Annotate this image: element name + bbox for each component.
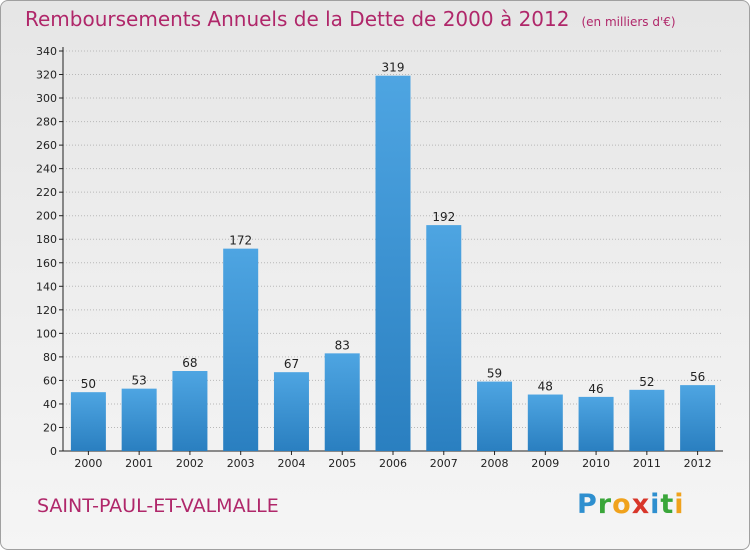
- logo-letter: t: [660, 489, 675, 520]
- y-tick-label: 180: [36, 233, 57, 246]
- y-tick-label: 340: [36, 45, 57, 58]
- bar: [426, 225, 462, 451]
- bar: [324, 353, 360, 451]
- logo-letter: P: [577, 489, 598, 520]
- bar: [629, 389, 665, 451]
- x-tick-label: 2003: [227, 457, 255, 470]
- bar-value-label: 67: [284, 357, 299, 371]
- bar-value-label: 52: [639, 375, 654, 389]
- logo-letter: i: [674, 489, 685, 520]
- y-tick-label: 80: [43, 351, 57, 364]
- bar: [375, 75, 411, 452]
- y-tick-label: 100: [36, 327, 57, 340]
- x-tick-label: 2007: [430, 457, 458, 470]
- bar: [121, 388, 157, 451]
- bar-value-label: 68: [182, 356, 197, 370]
- commune-name: SAINT-PAUL-ET-VALMALLE: [37, 495, 279, 517]
- y-tick-label: 300: [36, 92, 57, 105]
- chart-unit: (en milliers d'€): [581, 15, 676, 29]
- y-tick-label: 200: [36, 210, 57, 223]
- bar: [527, 394, 563, 451]
- x-tick-label: 2005: [328, 457, 356, 470]
- y-tick-label: 120: [36, 304, 57, 317]
- logo-letter: r: [597, 489, 613, 520]
- logo-letter: o: [612, 489, 632, 520]
- bar-value-label: 192: [432, 210, 455, 224]
- x-tick-label: 2009: [531, 457, 559, 470]
- logo-letter: i: [650, 489, 661, 520]
- y-tick-label: 40: [43, 398, 57, 411]
- bar: [172, 371, 208, 451]
- proxiti-logo: Proxiti: [577, 489, 685, 520]
- bar-value-label: 56: [690, 370, 705, 384]
- y-tick-label: 260: [36, 139, 57, 152]
- x-tick-label: 2010: [582, 457, 610, 470]
- bar: [578, 396, 614, 451]
- bar-value-label: 83: [335, 338, 350, 352]
- bar-value-label: 50: [81, 377, 96, 391]
- x-tick-label: 2011: [633, 457, 661, 470]
- bar-value-label: 53: [132, 374, 147, 388]
- x-tick-label: 2006: [379, 457, 407, 470]
- bar-value-label: 48: [538, 380, 553, 394]
- y-tick-label: 0: [50, 445, 57, 458]
- y-tick-label: 320: [36, 69, 57, 82]
- y-tick-label: 140: [36, 280, 57, 293]
- y-tick-label: 20: [43, 421, 57, 434]
- bar: [70, 392, 106, 451]
- y-tick-label: 220: [36, 186, 57, 199]
- chart-title: Remboursements Annuels de la Dette de 20…: [25, 7, 676, 31]
- chart-title-text: Remboursements Annuels de la Dette de 20…: [25, 7, 570, 31]
- bar: [680, 385, 716, 451]
- bar-value-label: 172: [229, 234, 252, 248]
- x-tick-label: 2002: [176, 457, 204, 470]
- x-tick-label: 2012: [684, 457, 712, 470]
- x-tick-label: 2004: [277, 457, 305, 470]
- bar: [223, 248, 259, 451]
- logo-letter: x: [631, 489, 651, 520]
- bar: [477, 381, 513, 451]
- x-tick-label: 2008: [481, 457, 509, 470]
- y-tick-label: 60: [43, 374, 57, 387]
- x-tick-label: 2000: [74, 457, 102, 470]
- x-tick-label: 2001: [125, 457, 153, 470]
- bar: [273, 372, 309, 451]
- y-tick-label: 240: [36, 163, 57, 176]
- bar-value-label: 319: [382, 61, 405, 75]
- y-tick-label: 160: [36, 257, 57, 270]
- bar-value-label: 59: [487, 367, 502, 381]
- y-tick-label: 280: [36, 116, 57, 129]
- bar-value-label: 46: [588, 382, 603, 396]
